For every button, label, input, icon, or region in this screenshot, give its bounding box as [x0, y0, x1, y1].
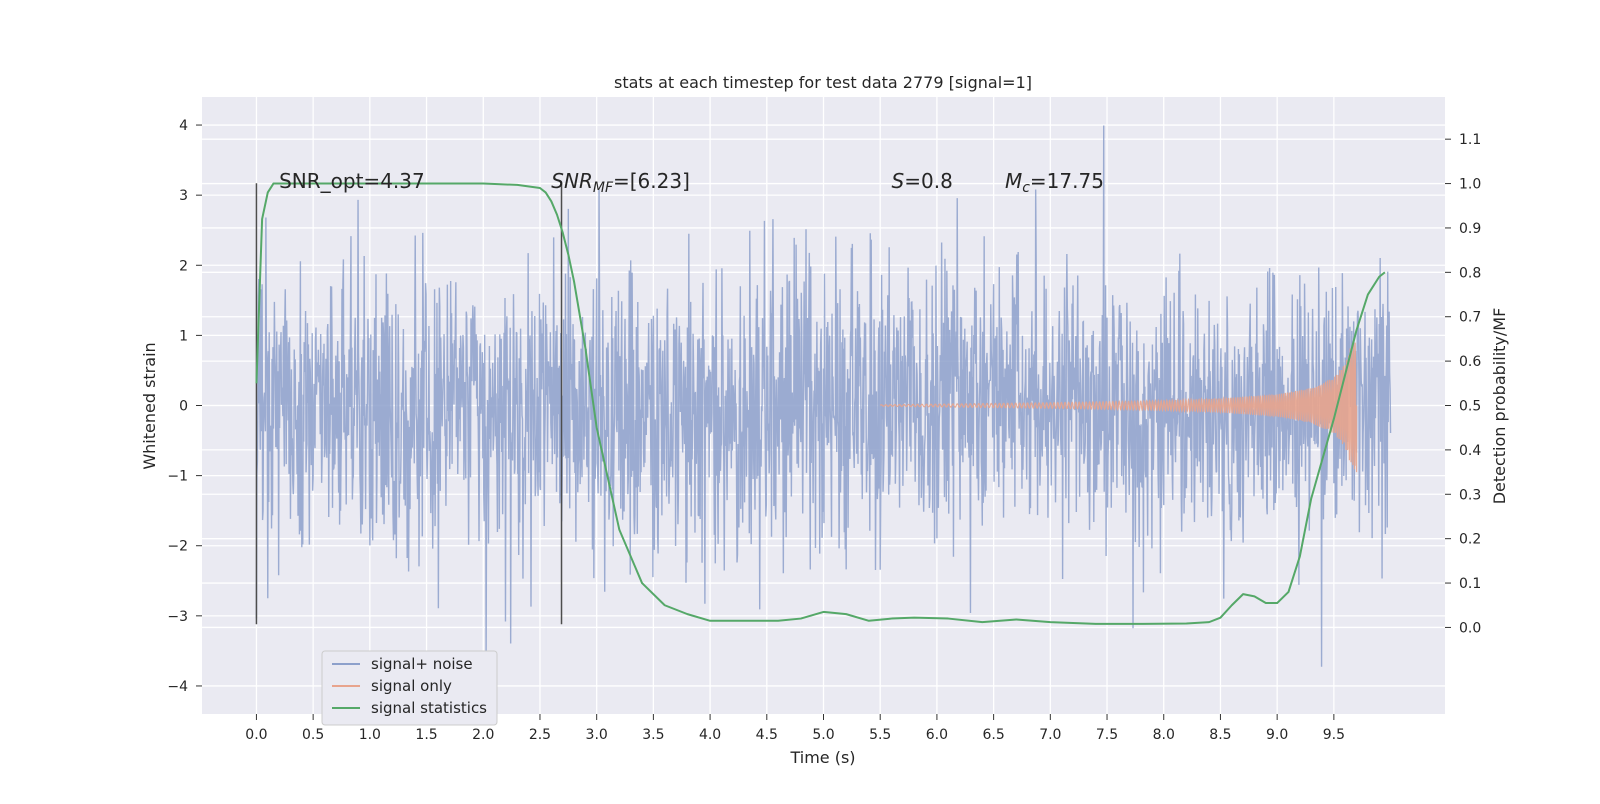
annotation-symbol: M	[1005, 169, 1022, 193]
annotation-text: Mc=17.75	[1005, 169, 1104, 196]
x-tick-label: 8.0	[1153, 727, 1175, 743]
x-tick-label: 0.5	[302, 727, 324, 743]
legend-label-signal-noise: signal+ noise	[371, 655, 473, 673]
annotation-value: =[6.23]	[613, 169, 690, 193]
y-right-tick-label: 0.8	[1459, 265, 1481, 281]
x-tick-label: 3.5	[642, 727, 664, 743]
series-signal-only	[879, 342, 1358, 473]
series-signal-noise	[255, 125, 1392, 667]
y-right-tick-label: 0.1	[1459, 576, 1481, 592]
annotation-text: S=0.8	[892, 169, 953, 193]
x-axis-label: Time (s)	[789, 748, 855, 767]
y-left-tick-label: 1	[179, 328, 188, 344]
x-tick-label: 4.5	[756, 727, 778, 743]
y-right-tick-label: 0.7	[1459, 310, 1481, 326]
x-tick-label: 2.5	[529, 727, 551, 743]
y-left-tick-label: −4	[167, 679, 188, 695]
y-left-tick-label: −1	[167, 469, 188, 485]
y-left-tick-label: −2	[167, 539, 188, 555]
y-left-tick-label: −3	[167, 609, 188, 625]
y-right-tick-label: 0.4	[1459, 443, 1481, 459]
y-right-tick-label: 0.6	[1459, 354, 1481, 370]
annotation-value: =0.8	[904, 169, 953, 193]
legend: signal+ noise signal only signal statist…	[321, 650, 498, 726]
annotation-subscript: MF	[593, 180, 614, 196]
x-tick-label: 8.5	[1209, 727, 1231, 743]
y-left-axis-label: Whitened strain	[140, 342, 159, 469]
x-tick-label: 1.5	[415, 727, 437, 743]
annotation-text: SNR_opt=4.37	[279, 169, 425, 193]
x-tick-label: 5.5	[869, 727, 891, 743]
annotations: SNR_opt=4.37 SNRMF=[6.23] S=0.8 Mc=17.75	[279, 169, 1104, 196]
x-axis-ticks: 0.0 0.5 1.0 1.5 2.0 2.5 3.0 3.5 4.0 4.5 5.0 5.5 6.0 6…	[245, 714, 1345, 743]
legend-label-signal-statistics: signal statistics	[371, 699, 487, 717]
y-right-tick-label: 1.0	[1459, 177, 1481, 193]
x-tick-label: 4.0	[699, 727, 721, 743]
annotation-subscript: c	[1022, 180, 1030, 196]
y-right-axis-ticks: 1.1 1.0 0.9 0.8 0.7 0.6 0.5 0.4 0.3 0.2 0.1 0.0	[1445, 132, 1481, 636]
y-right-tick-label: 1.1	[1459, 132, 1481, 148]
y-right-tick-label: 0.0	[1459, 620, 1481, 636]
x-tick-label: 6.5	[982, 727, 1004, 743]
x-tick-label: 7.5	[1096, 727, 1118, 743]
x-tick-label: 6.0	[926, 727, 948, 743]
y-right-tick-label: 0.3	[1459, 487, 1481, 503]
x-tick-label: 7.0	[1039, 727, 1061, 743]
annotation-symbol: S	[892, 169, 905, 193]
noise-line	[255, 125, 1392, 667]
x-tick-label: 0.0	[245, 727, 267, 743]
y-left-tick-label: 2	[179, 258, 188, 274]
y-right-tick-label: 0.5	[1459, 399, 1481, 415]
statistics-line	[255, 182, 1386, 625]
y-left-axis-ticks: 4 3 2 1 0 −1 −2 −3 −4	[167, 118, 202, 695]
y-left-tick-label: 3	[179, 188, 188, 204]
signal-only-line	[879, 342, 1358, 473]
x-tick-label: 9.5	[1323, 727, 1345, 743]
chart-title: stats at each timestep for test data 277…	[614, 73, 1032, 92]
y-left-tick-label: 4	[179, 118, 188, 134]
vertical-markers	[255, 183, 563, 625]
series-signal-statistics	[255, 182, 1386, 625]
legend-label-signal-only: signal only	[371, 677, 452, 695]
x-tick-label: 1.0	[359, 727, 381, 743]
y-right-tick-label: 0.9	[1459, 221, 1481, 237]
annotation-text: SNRMF=[6.23]	[551, 169, 690, 196]
x-tick-label: 3.0	[586, 727, 608, 743]
y-right-tick-label: 0.2	[1459, 532, 1481, 548]
y-right-axis-label: Detection probability/MF	[1490, 308, 1509, 505]
y-left-tick-label: 0	[179, 399, 188, 415]
annotation-value: =17.75	[1030, 169, 1104, 193]
x-tick-label: 2.0	[472, 727, 494, 743]
legend-box	[321, 650, 498, 726]
x-tick-label: 9.0	[1266, 727, 1288, 743]
annotation-symbol: SNR	[551, 169, 593, 193]
x-tick-label: 5.0	[812, 727, 834, 743]
